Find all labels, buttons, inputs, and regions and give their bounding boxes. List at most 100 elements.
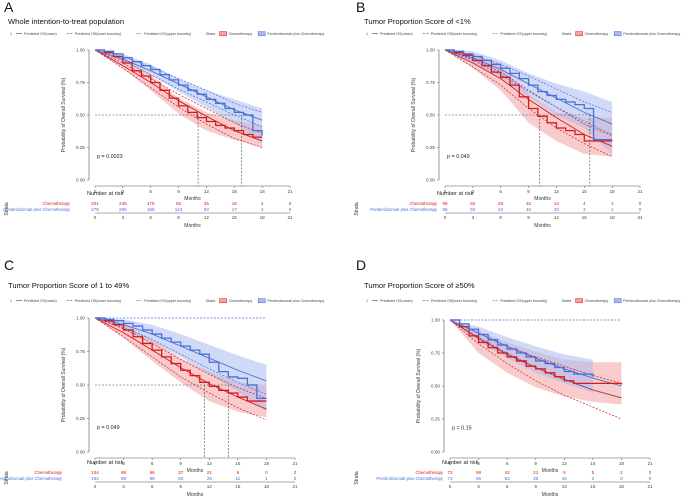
risk-value: 73: [447, 470, 453, 475]
predicted-curve: [94, 317, 267, 421]
risk-value: 246: [119, 201, 127, 206]
x-axis-title: Months: [184, 196, 201, 202]
ci-band: [450, 320, 593, 393]
risk-value: 0: [289, 207, 292, 212]
risk-x-tick-label: 0: [94, 215, 97, 220]
risk-value: 40: [526, 207, 532, 212]
strata-legend-item: Pembrolizumab plus Chemotherapy: [267, 32, 324, 36]
risk-row-label: Chemotherapy: [410, 201, 438, 206]
y-tick-label: 0.50: [76, 113, 85, 118]
y-tick-label: 0.25: [426, 145, 435, 150]
legend-lead: 1: [10, 32, 12, 36]
legend-lead: 1: [366, 299, 368, 303]
risk-value: 32: [526, 201, 532, 206]
y-tick-label: 0.75: [431, 351, 440, 356]
p-value: p = 0.0023: [97, 154, 123, 160]
x-axis-title: Months: [187, 468, 204, 474]
risk-x-tick-label: 3: [472, 215, 475, 220]
x-tick-label: 21: [637, 189, 643, 194]
risk-x-tick-label: 9: [179, 484, 182, 489]
y-axis-title: Probability of Overall Survival (%): [61, 347, 67, 422]
y-tick-label: 0.00: [76, 450, 85, 455]
risk-value: 193: [91, 476, 99, 481]
strata-legend-item: Pembrolizumab plus Chemotherapy: [623, 32, 680, 36]
risk-value: 68: [476, 470, 482, 475]
panel-title: Tumor Proportion Score of <1%: [364, 17, 471, 26]
risk-value: 66: [150, 470, 156, 475]
risk-value: 88: [150, 476, 156, 481]
risk-value: 1: [611, 201, 614, 206]
risk-value: 53: [505, 476, 511, 481]
risk-value: 37: [178, 470, 184, 475]
legend-lead: 1: [366, 32, 368, 36]
x-tick-label: 15: [232, 189, 238, 194]
x-tick-label: 18: [264, 461, 270, 466]
risk-x-tick-label: 21: [292, 484, 298, 489]
risk-row-label: Pembrolizumab plus Chemotherapy: [370, 207, 437, 212]
x-tick-label: 3: [122, 189, 125, 194]
risk-x-tick-label: 9: [527, 215, 530, 220]
strata-legend-item: Pembrolizumab plus Chemotherapy: [623, 299, 680, 303]
risk-value: 17: [232, 207, 238, 212]
risk-x-tick-label: 9: [177, 215, 180, 220]
y-axis-title: Probability of Overall Survival (%): [411, 77, 417, 152]
risk-value: 16: [232, 201, 238, 206]
x-tick-label: 6: [499, 189, 502, 194]
strata-legend-item: Chemotherapy: [585, 299, 609, 303]
x-tick-label: 0: [444, 189, 447, 194]
legend-item: Predicted OS(upper boundry): [144, 299, 191, 303]
y-tick-label: 1.00: [431, 318, 440, 323]
km-curve: [95, 49, 263, 136]
strata-legend-item: Pembrolizumab plus Chemotherapy: [267, 299, 324, 303]
strata-legend-title: Strata: [206, 32, 216, 36]
risk-strata-label: Strata: [354, 202, 360, 216]
strata-legend-swatch: [613, 298, 622, 304]
legend-item: Predicted OS(lower boundry): [75, 299, 121, 303]
y-tick-label: 0.25: [76, 145, 85, 150]
risk-value: 20: [554, 207, 560, 212]
x-tick-label: 3: [122, 461, 125, 466]
x-tick-label: 3: [472, 189, 475, 194]
legend-item: Predicted OS(upper boundry): [500, 299, 547, 303]
risk-value: 93: [176, 201, 182, 206]
y-tick-label: 0.25: [431, 417, 440, 422]
legend-item: Predicted OS(lower boundry): [431, 32, 477, 36]
risk-value: 30: [533, 476, 539, 481]
strata-legend-item: Chemotherapy: [585, 32, 609, 36]
risk-x-tick-label: 21: [637, 215, 643, 220]
legend: 1 Predicted OS(mean) Predicted OS(lower bo…: [366, 298, 681, 304]
risk-value: 6: [237, 470, 240, 475]
risk-row-label: Pembrolizumab plus Chemotherapy: [3, 207, 70, 212]
y-tick-label: 0.75: [76, 349, 85, 354]
x-tick-label: 18: [260, 189, 266, 194]
y-tick-label: 0.50: [426, 113, 435, 118]
y-tick-label: 0.75: [426, 80, 435, 85]
risk-value: 63: [498, 201, 504, 206]
risk-value: 1: [611, 207, 614, 212]
risk-x-tick-label: 18: [610, 215, 616, 220]
risk-value: 45: [204, 201, 210, 206]
y-tick-label: 0.00: [431, 450, 440, 455]
strata-legend-swatch: [257, 298, 266, 304]
panel-title: Whole intention-to-treat population: [8, 17, 124, 26]
x-axis-title: Months: [534, 196, 551, 202]
risk-x-tick-label: 21: [647, 484, 653, 489]
risk-x-tick-label: 0: [94, 484, 97, 489]
legend-lead: 1: [10, 299, 12, 303]
risk-x-tick-label: 12: [204, 215, 210, 220]
risk-x-tick-label: 15: [590, 484, 596, 489]
risk-value: 9: [563, 470, 566, 475]
km-curve: [95, 49, 263, 138]
legend-item: Predicted OS(mean): [24, 299, 57, 303]
panel-title: Tumor Proportion Score of ≥50%: [364, 281, 475, 290]
risk-value: 21: [533, 470, 539, 475]
x-tick-label: 21: [647, 461, 653, 466]
panel-label: D: [356, 257, 366, 273]
risk-value: 0: [649, 470, 652, 475]
risk-x-tick-label: 6: [151, 484, 154, 489]
y-axis-title: Probability of Overall Survival (%): [416, 348, 422, 423]
x-tick-label: 9: [177, 189, 180, 194]
